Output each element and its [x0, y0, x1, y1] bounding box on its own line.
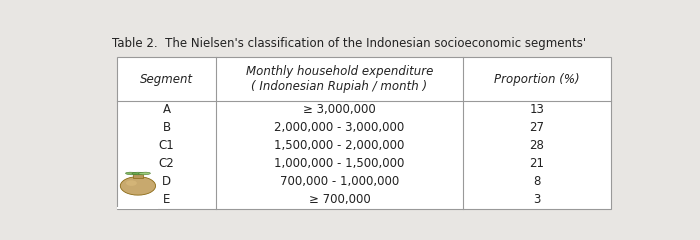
Text: ≥ 700,000: ≥ 700,000	[309, 193, 370, 206]
Text: 1,500,000 - 2,000,000: 1,500,000 - 2,000,000	[274, 139, 405, 152]
Text: ≥ 3,000,000: ≥ 3,000,000	[303, 103, 376, 116]
Text: A: A	[162, 103, 171, 116]
Text: 13: 13	[529, 103, 545, 116]
Text: D: D	[162, 175, 172, 188]
Text: Segment: Segment	[140, 72, 193, 85]
Bar	[118, 57, 611, 209]
Ellipse shape	[132, 172, 144, 175]
Text: 2,000,000 - 3,000,000: 2,000,000 - 3,000,000	[274, 121, 405, 134]
Text: 1,000,000 - 1,500,000: 1,000,000 - 1,500,000	[274, 157, 405, 170]
Text: 21: 21	[529, 157, 545, 170]
Text: E: E	[163, 193, 170, 206]
Ellipse shape	[126, 180, 137, 186]
Ellipse shape	[125, 172, 137, 175]
Text: 8: 8	[533, 175, 540, 188]
Text: C2: C2	[159, 157, 174, 170]
Bar	[118, 207, 158, 209]
Ellipse shape	[120, 177, 155, 195]
Text: Proportion (%): Proportion (%)	[494, 72, 580, 85]
Text: Monthly household expenditure
( Indonesian Rupiah / month ): Monthly household expenditure ( Indonesi…	[246, 65, 433, 93]
Text: 3: 3	[533, 193, 540, 206]
Ellipse shape	[139, 172, 150, 175]
Text: 27: 27	[529, 121, 545, 134]
Text: 28: 28	[529, 139, 545, 152]
Text: 700,000 - 1,000,000: 700,000 - 1,000,000	[280, 175, 399, 188]
Text: Table 2.  The Nielsen's classification of the Indonesian socioeconomic segments': Table 2. The Nielsen's classification of…	[112, 37, 586, 50]
Bar	[118, 57, 611, 209]
Text: C1: C1	[159, 139, 174, 152]
Text: B: B	[162, 121, 171, 134]
Bar	[132, 174, 144, 178]
